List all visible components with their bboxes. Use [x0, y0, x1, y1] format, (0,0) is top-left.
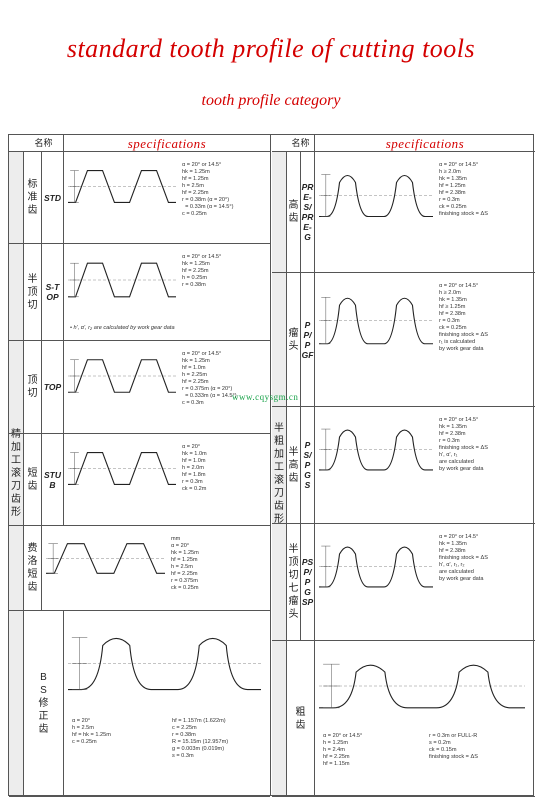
profile-specification: mm α = 20° hk = 1.25m hf = 1.25m h = 2.5…	[42, 526, 270, 610]
tooth-outline	[68, 637, 261, 691]
profile-code: PSP/PGSP	[301, 524, 315, 640]
profile-code: STD	[42, 152, 64, 243]
name-header: 名称	[24, 135, 64, 152]
profile-code: PRE-S/PRE-G	[301, 152, 315, 272]
profile-specification: α = 20° hk = 1.0m hf = 1.0m h = 2.0m hf …	[64, 434, 270, 525]
tooth-outline	[46, 543, 165, 574]
parameter-list: α = 20° hk = 1.0m hf = 1.0m h = 2.0m hf …	[182, 444, 207, 492]
profile-specification: α = 20° or 14.5° h ≥ 2.0m hk = 1.35m hf …	[315, 152, 535, 272]
parameter-list: α = 20° or 14.5° hk = 1.25m hf = 2.25m h…	[182, 254, 222, 288]
specifications-header: specifications	[127, 136, 207, 151]
profile-row: 短齿 STUB α = 20° hk = 1.0m hf = 1.0m h = 2.…	[9, 434, 270, 526]
parameter-list: α = 20° h = 2.5m hf = hk = 1.25m c = 0.2…	[72, 718, 111, 745]
right-4-tooth-profile-diagram	[319, 663, 525, 709]
parameter-list: α = 20° or 14.5° h ≥ 2.0m hk = 1.35m hf …	[439, 283, 488, 352]
watermark: www.cqysgm.cn	[232, 392, 299, 402]
calculation-note: • h', α', r₂ are calculated by work gear…	[70, 325, 175, 331]
parameter-list: α = 20° or 14.5° hk = 1.25m hf = 1.25m h…	[182, 162, 234, 217]
parameter-list: α = 20° or 14.5° hk = 1.25m hf = 1.0m h …	[182, 351, 237, 406]
profile-name: 粗齿	[287, 641, 315, 796]
left-0-tooth-profile-diagram	[68, 169, 176, 204]
semi-roughing-hob-section: 名称 specifications 半粗加工滚刀齿形 高齿 PRE-S/PRE-G…	[272, 135, 535, 797]
profile-specification: α = 20° or 14.5° hk = 1.25m hf = 1.0m h …	[64, 341, 270, 433]
profile-row: 半顶切七瘤头 PSP/PGSP α = 20° or 14.5° hk = 1.35…	[272, 524, 535, 641]
profile-name: 费洛短齿	[24, 526, 42, 610]
left-1-tooth-profile-diagram	[68, 262, 176, 298]
page-title: standard tooth profile of cutting tools	[66, 34, 476, 63]
profile-specification: α = 20° or 14.5° hk = 1.35m hf = 2.38m r…	[315, 407, 535, 523]
profile-name: 短齿	[24, 434, 42, 525]
profile-name: 半高齿	[287, 407, 301, 523]
profile-name: 标准齿	[24, 152, 42, 243]
profile-code: TOP	[42, 341, 64, 433]
profile-code: S-TOP	[42, 244, 64, 340]
parameter-list: α = 20° or 14.5° hk = 1.35m hf = 2.38m r…	[439, 417, 488, 472]
right-1-tooth-profile-diagram	[319, 297, 433, 345]
profile-specification: α = 20° or 14.5° hk = 1.35m hf = 2.38m f…	[315, 524, 535, 640]
profile-row: 费洛短齿 mm α = 20° hk = 1.25m hf = 1.25m h =…	[9, 526, 270, 611]
parameter-list: α = 20° or 14.5° h ≥ 2.0m hk = 1.35m hf …	[439, 162, 488, 217]
parameter-list: α = 20° or 14.5° hk = 1.35m hf = 2.38m f…	[439, 534, 488, 582]
left-3-tooth-profile-diagram	[68, 451, 176, 486]
tooth-outline	[319, 174, 433, 218]
left-4-tooth-profile-diagram	[46, 543, 165, 574]
parameter-list: α = 20° or 14.5° h = 1.25m h = 2.4m hf =…	[323, 733, 363, 767]
tooth-outline	[319, 664, 525, 709]
profile-row: BS修正齿 α = 20° h = 2.5m hf = hk = 1.25m c …	[9, 611, 270, 797]
profile-specification: α = 20° or 14.5° h ≥ 2.0m hk = 1.35m hf …	[315, 273, 535, 406]
profile-code: PS/PGS	[301, 407, 315, 523]
tooth-outline	[68, 169, 176, 204]
profile-row: 半高齿 PS/PGS α = 20° or 14.5° hk = 1.35m hf …	[272, 407, 535, 524]
profile-row: 顶切 TOP α = 20° or 14.5° hk = 1.25m hf = 1.…	[9, 341, 270, 434]
name-header: 名称	[287, 135, 315, 152]
tooth-outline	[319, 297, 433, 345]
profile-name: BS修正齿	[24, 611, 64, 796]
profile-specification: α = 20° or 14.5° hk = 1.25m hf = 1.25m h…	[64, 152, 270, 243]
profile-row: 粗齿 α = 20° or 14.5° h = 1.25m h = 2.4m hf…	[272, 641, 535, 797]
profile-code: STUB	[42, 434, 64, 525]
left-5-tooth-profile-diagram	[68, 637, 261, 691]
tooth-outline	[319, 546, 433, 588]
profile-name: 半顶切	[24, 244, 42, 340]
profile-specification: α = 20° or 14.5° h = 1.25m h = 2.4m hf =…	[315, 641, 535, 796]
tooth-outline	[319, 429, 433, 471]
parameter-list: mm α = 20° hk = 1.25m hf = 1.25m h = 2.5…	[171, 536, 199, 591]
profile-name: 顶切	[24, 341, 42, 433]
right-2-tooth-profile-diagram	[319, 428, 433, 471]
profile-row: 半顶切 S-TOP α = 20° or 14.5° hk = 1.25m hf =…	[9, 244, 270, 341]
profile-row: 高齿 PRE-S/PRE-G α = 20° or 14.5° h ≥ 2.0m h…	[272, 152, 535, 273]
tooth-outline	[68, 451, 176, 486]
group-label-semi-roughing: 半粗加工滚刀齿形	[272, 152, 287, 795]
left-2-tooth-profile-diagram	[68, 359, 176, 393]
section-subtitle: tooth profile category	[201, 92, 341, 109]
parameter-list-secondary: r = 0.3m or FULL-R s = 0.2m ck = 0.15m f…	[429, 733, 478, 760]
tooth-outline	[68, 359, 176, 393]
parameter-list-secondary: hf = 1.157m (1.622m) c = 2.25m r = 0.38m…	[172, 718, 229, 759]
profile-code: PP/PGF	[301, 273, 315, 406]
finishing-hob-section: 名称 specifications 精加工滚刀齿形 标准齿 STD α = 20° …	[9, 135, 271, 797]
right-3-tooth-profile-diagram	[319, 545, 433, 588]
tooth-profile-table: 名称 specifications 精加工滚刀齿形 标准齿 STD α = 20° …	[8, 134, 535, 797]
profile-name: 瘤头	[287, 273, 301, 406]
profile-name: 高齿	[287, 152, 301, 272]
right-0-tooth-profile-diagram	[319, 174, 433, 218]
profile-specification: α = 20° or 14.5° hk = 1.25m hf = 2.25m h…	[64, 244, 270, 340]
profile-row: 标准齿 STD α = 20° or 14.5° hk = 1.25m hf = 1…	[9, 152, 270, 244]
group-label-finishing: 精加工滚刀齿形	[9, 152, 24, 795]
tooth-outline	[68, 262, 176, 298]
table-header-left: 名称 specifications	[9, 135, 270, 152]
table-header-right: 名称 specifications	[272, 135, 535, 152]
specifications-header: specifications	[385, 136, 465, 151]
profile-row: 瘤头 PP/PGF α = 20° or 14.5° h ≥ 2.0m hk = 1…	[272, 273, 535, 407]
profile-specification: α = 20° h = 2.5m hf = hk = 1.25m c = 0.2…	[64, 611, 270, 796]
profile-name: 半顶切七瘤头	[287, 524, 301, 640]
